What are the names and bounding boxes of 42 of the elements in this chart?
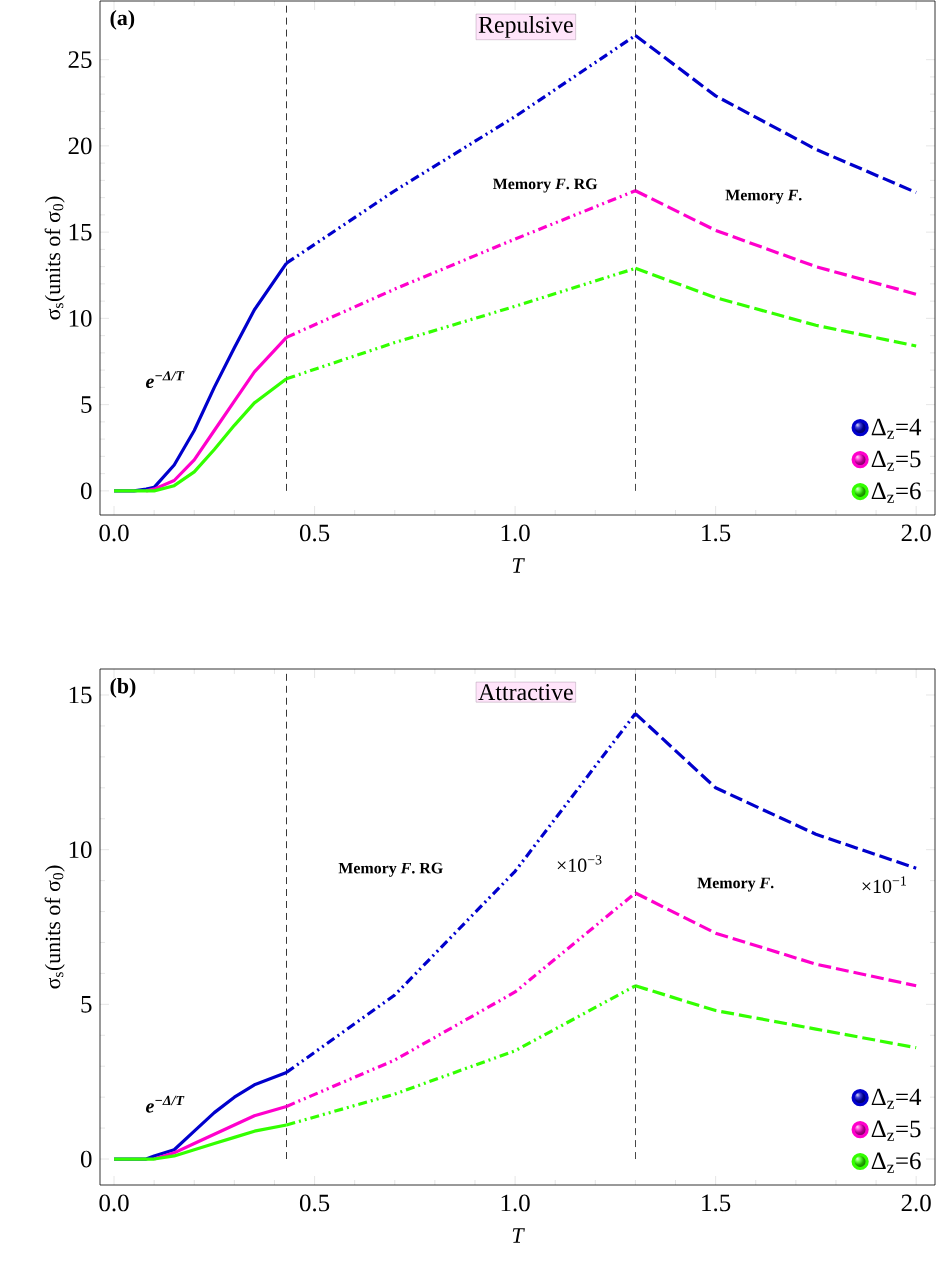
x-tick-label: 0.0 — [99, 1194, 129, 1212]
legend-label: Δ$_{z}$=4 — [871, 418, 922, 439]
y-tick-label: 10 — [69, 841, 92, 859]
text: Repulsive — [478, 16, 573, 38]
x-tick-label: 1.0 — [501, 524, 530, 542]
annotation: (b) — [110, 677, 136, 698]
y-tick-label: 5 — [81, 996, 92, 1013]
y-tick-label: 0 — [80, 482, 92, 500]
annotation: (a) — [110, 9, 135, 30]
y-tick-label: 5 — [81, 396, 92, 413]
x-tick-label: 1.5 — [702, 524, 731, 542]
x-tick-label: 2.0 — [901, 524, 931, 542]
y-axis-title: σ$_{s}$(units of σ$_{0}$) — [44, 196, 65, 320]
annotation: Memory F. RG — [338, 862, 443, 877]
x-tick-label: 2.0 — [901, 1194, 931, 1212]
y-tick-label: 25 — [68, 51, 92, 69]
legend-label: Δ$_{z}$=6 — [871, 1152, 921, 1173]
legend-label: Δ$_{z}$=4 — [871, 1088, 922, 1109]
x-tick-label: 0.0 — [99, 524, 129, 542]
y-tick-label: 15 — [69, 223, 92, 241]
legend-label: Δ$_{z}$=5 — [871, 1120, 921, 1141]
legend-label: Δ$_{z}$=6 — [871, 482, 921, 503]
chart-title: Attractive — [478, 684, 573, 701]
y-tick-label: 0 — [80, 1150, 92, 1168]
y-tick-label: 10 — [69, 309, 92, 327]
annotation: e$^{−Δ/T}$ — [145, 1095, 185, 1113]
annotation: Memory F. — [725, 189, 802, 204]
annotation: ×10$^{−1}$ — [862, 876, 906, 894]
annotation: ×10$^{−3}$ — [557, 855, 602, 873]
x-axis-title: T — [512, 558, 525, 573]
x-tick-label: 1.5 — [702, 1194, 731, 1212]
x-tick-label: 0.5 — [299, 1194, 330, 1212]
annotation: Memory F. — [697, 877, 774, 892]
y-tick-label: 15 — [69, 686, 92, 704]
annotation: e$^{−Δ/T}$ — [145, 371, 185, 389]
x-axis-title: T — [512, 1228, 525, 1243]
y-tick-label: 20 — [68, 137, 92, 155]
annotation: Memory F. RG — [492, 178, 598, 193]
y-axis-title: σ$_{s}$(units of σ$_{0}$) — [44, 865, 65, 989]
x-tick-label: 0.5 — [299, 524, 330, 542]
x-tick-label: 1.0 — [501, 1194, 530, 1212]
legend-label: Δ$_{z}$=5 — [871, 450, 921, 471]
